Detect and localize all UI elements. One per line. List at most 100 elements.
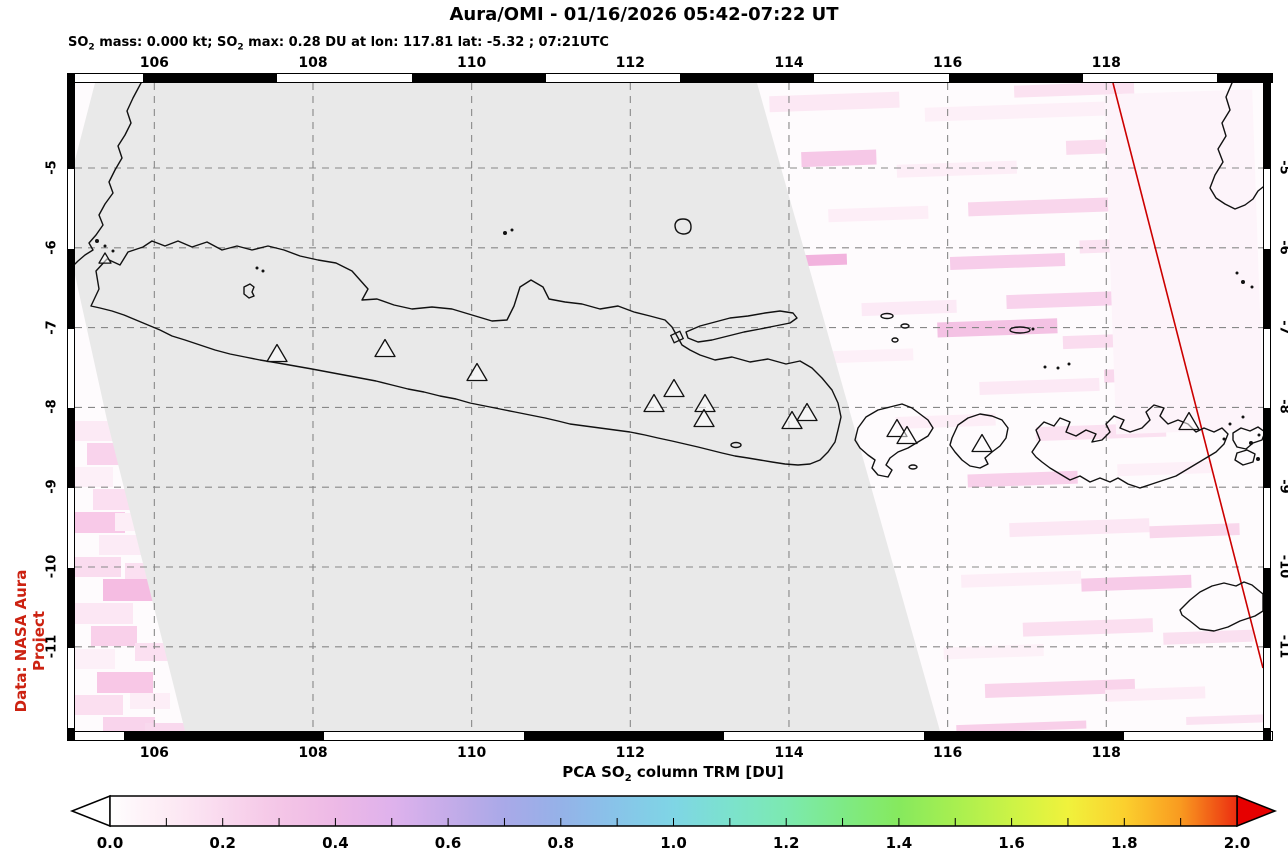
so2-pixel-streak bbox=[1006, 290, 1137, 310]
island-kangean bbox=[1009, 326, 1031, 334]
so2-pixel-streak bbox=[967, 470, 1078, 488]
frame-segment bbox=[411, 74, 546, 82]
lat-tick-label-right: -11 bbox=[1276, 634, 1288, 659]
frame-segment bbox=[924, 732, 1124, 740]
frame-segment bbox=[68, 647, 74, 728]
so2-pixel-tile bbox=[75, 512, 125, 533]
lat-tick-label-left: -9 bbox=[44, 479, 60, 494]
so2-pixel-tile bbox=[135, 643, 170, 661]
so2-pixel-tile bbox=[75, 649, 115, 669]
island-nusa-penida bbox=[908, 464, 918, 470]
colorbar: 0.0 0.2 0.4 0.6 0.8 1.0 1.2 1.4 1.6 1.8 2.0 bbox=[60, 792, 1288, 854]
so2-pixel-streak bbox=[1117, 460, 1213, 477]
frame-segment bbox=[545, 74, 681, 82]
so2-pixel-streak bbox=[896, 160, 1017, 178]
so2-pixel-streak bbox=[1163, 629, 1254, 645]
volcano-markers-layer bbox=[98, 252, 1200, 453]
frame-segment bbox=[1264, 328, 1270, 409]
colorbar-tick-label: 1.8 bbox=[1111, 834, 1138, 852]
so2-pixel-tile bbox=[75, 603, 133, 624]
so2-pixel-streak bbox=[1149, 523, 1240, 539]
frame-segment bbox=[324, 732, 524, 740]
colorbar-tick-label: 1.6 bbox=[998, 834, 1025, 852]
coastline-sumatra bbox=[74, 82, 142, 265]
lon-tick-label-top: 116 bbox=[933, 55, 963, 71]
so2-pixel-tile bbox=[103, 717, 155, 731]
so2-pixel-streak bbox=[960, 570, 1082, 588]
colorbar-overflow-arrow bbox=[1236, 794, 1278, 828]
map-area bbox=[74, 81, 1267, 734]
frame-segment bbox=[68, 74, 143, 82]
coastline-lombok bbox=[949, 413, 1009, 469]
lat-tick-label-right: -10 bbox=[1276, 554, 1288, 579]
frame-segment bbox=[1264, 248, 1270, 329]
so2-pixel-streak bbox=[804, 253, 848, 267]
lon-tick-label-bottom: 108 bbox=[298, 745, 328, 761]
volcano-triangle-marker bbox=[98, 252, 112, 264]
so2-pixel-streak bbox=[1081, 574, 1192, 592]
so2-pixel-streak bbox=[828, 205, 929, 223]
frame-segment bbox=[68, 408, 74, 489]
colorbar-tick-label: 0.6 bbox=[435, 834, 462, 852]
colorbar-tick-label: 1.0 bbox=[660, 834, 687, 852]
so2-pixel-streak bbox=[1186, 714, 1267, 726]
subscript-2: 2 bbox=[237, 42, 244, 53]
frame-segment bbox=[1217, 74, 1272, 82]
frame-segment bbox=[680, 74, 815, 82]
frame-segment bbox=[68, 488, 74, 568]
map-frame-bottom bbox=[67, 731, 1273, 741]
so2-pixel-streak bbox=[943, 643, 1044, 660]
colorbar-tick-label: 0.0 bbox=[97, 834, 124, 852]
lon-tick-label-top: 108 bbox=[298, 55, 328, 71]
lon-tick-label-bottom: 110 bbox=[457, 745, 487, 761]
islet-dots bbox=[95, 228, 1261, 461]
volcano-triangle-marker bbox=[1178, 411, 1200, 431]
so2-pixel-streak bbox=[924, 100, 1136, 122]
so2-pixel-tile bbox=[75, 467, 113, 487]
map-frame-right bbox=[1263, 73, 1271, 741]
frame-segment bbox=[68, 732, 124, 740]
lon-tick-label-top: 114 bbox=[774, 55, 804, 71]
so2-pixel-streak bbox=[967, 197, 1109, 217]
volcano-triangle-marker bbox=[796, 402, 818, 422]
colorbar-ticks bbox=[165, 818, 1182, 826]
volcano-triangle-marker bbox=[374, 338, 396, 358]
lon-tick-label-bottom: 106 bbox=[139, 745, 169, 761]
lat-tick-label-right: -8 bbox=[1276, 399, 1288, 415]
so2-pixel-streak bbox=[1009, 518, 1150, 538]
lon-tick-label-bottom: 116 bbox=[933, 745, 963, 761]
coastline-bawean-island bbox=[674, 218, 692, 235]
lon-tick-label-top: 106 bbox=[139, 55, 169, 71]
lon-tick-label-bottom: 112 bbox=[615, 745, 645, 761]
frame-segment bbox=[524, 732, 724, 740]
colorbar-underflow-arrow bbox=[69, 794, 111, 828]
coastline-bali bbox=[854, 403, 934, 478]
volcano-triangle-marker bbox=[266, 343, 288, 363]
orbit-edge-layer bbox=[1112, 82, 1264, 669]
so2-pixel-streak bbox=[833, 348, 914, 364]
colorbar-tick-label: 0.2 bbox=[209, 834, 236, 852]
so2-pixel-streak bbox=[949, 252, 1066, 271]
frame-segment bbox=[724, 732, 924, 740]
frame-segment bbox=[1264, 727, 1270, 740]
colorbar-tick-labels: 0.0 0.2 0.4 0.6 0.8 1.0 1.2 1.4 1.6 1.8 2.0 bbox=[97, 834, 1251, 852]
page-title: Aura/OMI - 01/16/2026 05:42-07:22 UT bbox=[449, 4, 839, 25]
map-frame-top bbox=[67, 73, 1273, 83]
frame-segment bbox=[1124, 732, 1272, 740]
so2-pixel-streak bbox=[956, 720, 1087, 734]
volcano-triangle-marker bbox=[693, 408, 715, 428]
coastline-jakarta-bay-islet bbox=[243, 283, 255, 299]
frame-segment bbox=[124, 732, 324, 740]
stats-text: mass: 0.000 kt; SO bbox=[94, 35, 238, 50]
orbit-swath-edge-line bbox=[1112, 82, 1264, 669]
so2-pixel-streak bbox=[801, 149, 877, 168]
subscript-2: 2 bbox=[624, 773, 632, 784]
so2-pixel-tile bbox=[145, 723, 190, 731]
island-small bbox=[891, 337, 899, 343]
stats-text: max: 0.28 DU at lon: 117.81 lat: -5.32 ;… bbox=[243, 35, 609, 50]
so2-pixel-streak bbox=[1013, 81, 1135, 98]
lon-tick-label-bottom: 114 bbox=[774, 745, 804, 761]
so2-pixel-streak bbox=[1022, 618, 1154, 637]
island-nusa-barung bbox=[730, 441, 742, 449]
streaks-right-swath bbox=[769, 81, 1267, 734]
